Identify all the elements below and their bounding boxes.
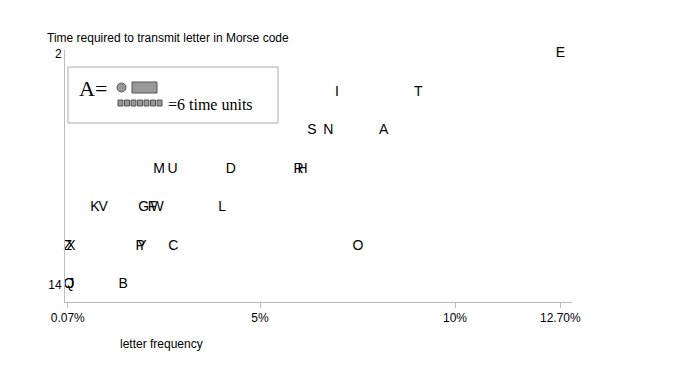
svg-text:=6 time units: =6 time units — [168, 96, 253, 113]
svg-text:A=: A= — [79, 76, 107, 101]
svg-text:R: R — [294, 160, 304, 176]
svg-text:Y: Y — [137, 237, 147, 253]
svg-text:5%: 5% — [251, 311, 269, 325]
svg-text:E: E — [556, 44, 565, 60]
svg-text:C: C — [168, 237, 178, 253]
svg-text:Q: Q — [63, 275, 74, 291]
svg-text:B: B — [118, 275, 127, 291]
svg-text:H: H — [297, 160, 307, 176]
svg-text:P: P — [136, 237, 145, 253]
svg-text:V: V — [99, 198, 109, 214]
svg-text:A: A — [379, 121, 389, 137]
svg-text:N: N — [323, 121, 333, 137]
svg-text:I: I — [335, 83, 339, 99]
svg-text:K: K — [90, 198, 100, 214]
svg-text:O: O — [352, 237, 363, 253]
svg-text:2: 2 — [55, 47, 62, 61]
svg-text:14: 14 — [48, 278, 62, 292]
svg-text:J: J — [67, 275, 74, 291]
svg-text:L: L — [218, 198, 226, 214]
svg-text:T: T — [414, 83, 423, 99]
svg-text:S: S — [307, 121, 316, 137]
svg-text:0.07%: 0.07% — [51, 311, 85, 325]
svg-text:10%: 10% — [443, 311, 467, 325]
svg-text:12.70%: 12.70% — [540, 311, 581, 325]
svg-text:F: F — [148, 198, 157, 214]
svg-text:Z: Z — [63, 237, 72, 253]
svg-text:U: U — [168, 160, 178, 176]
svg-text:W: W — [150, 198, 164, 214]
svg-text:G: G — [138, 198, 149, 214]
svg-text:letter frequency: letter frequency — [120, 337, 203, 351]
svg-text:M: M — [153, 160, 165, 176]
svg-text:X: X — [66, 237, 76, 253]
svg-text:D: D — [226, 160, 236, 176]
svg-text:Time required to transmit lett: Time required to transmit letter in Mors… — [47, 31, 289, 45]
